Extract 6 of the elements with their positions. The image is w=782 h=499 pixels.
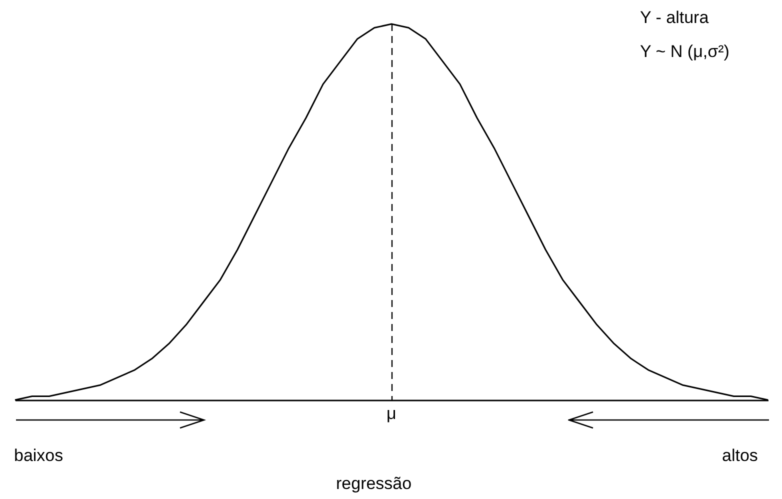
text: baixos <box>14 446 64 466</box>
text: altos <box>722 446 758 466</box>
text: μ <box>386 404 396 424</box>
annotation: Y ~ N (μ,σ²) <box>640 42 730 62</box>
text: regressão <box>336 474 412 494</box>
annotation: Y - altura <box>640 8 709 28</box>
